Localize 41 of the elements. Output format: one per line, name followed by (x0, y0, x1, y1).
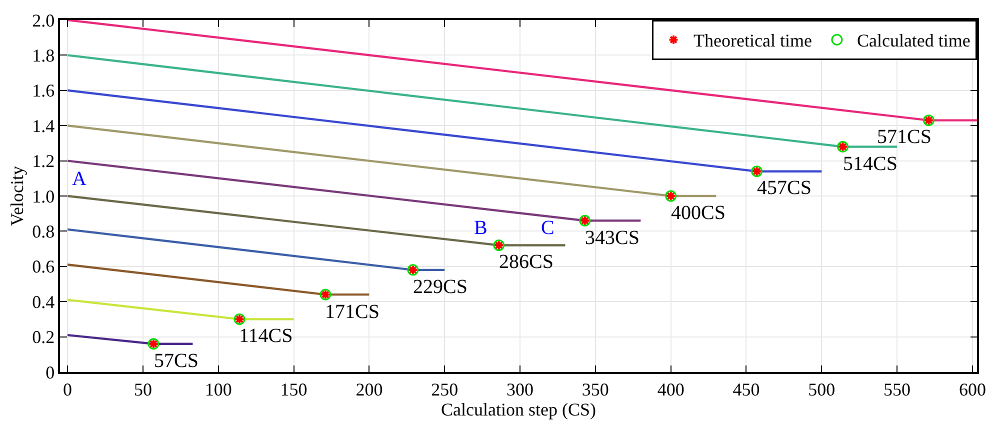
x-tick-label: 100 (204, 379, 232, 400)
x-tick-label: 200 (356, 379, 383, 400)
annotation: 400CS (671, 202, 726, 224)
x-tick-label: 450 (732, 379, 760, 400)
annotation: 114CS (239, 325, 293, 347)
x-tick-label: 500 (808, 379, 836, 400)
y-tick-label: 0.4 (32, 292, 55, 312)
y-tick-label: 1.8 (32, 46, 55, 66)
y-tick-label: 0.8 (32, 222, 55, 242)
x-tick-label: 350 (582, 379, 609, 400)
x-axis-title: Calculation step (CS) (441, 399, 596, 420)
y-tick-label: 0.2 (32, 327, 55, 348)
legend-label: Theoretical time (694, 30, 812, 51)
annotation: 514CS (843, 153, 898, 175)
annotation: 286CS (499, 251, 554, 273)
annotation: 57CS (154, 350, 198, 372)
x-tick-label: 0 (63, 379, 72, 400)
x-tick-label: 50 (134, 379, 152, 400)
x-tick-label: 400 (657, 379, 684, 400)
y-tick-label: 0 (46, 362, 55, 382)
annotation: 571CS (877, 126, 932, 148)
annotation: 229CS (413, 276, 468, 298)
x-tick-label: 600 (958, 379, 986, 400)
annotation: A (72, 168, 87, 190)
annotation: B (474, 217, 488, 239)
x-tick-label: 550 (884, 379, 911, 400)
x-tick-label: 300 (506, 379, 534, 400)
annotation: C (541, 217, 554, 239)
y-tick-label: 1.4 (32, 116, 55, 136)
y-tick-label: 1.6 (32, 80, 55, 101)
annotation: 457CS (757, 177, 812, 199)
y-tick-label: 2.0 (32, 10, 55, 30)
y-axis-title: Velocity (6, 166, 27, 226)
annotation: 171CS (325, 301, 380, 323)
x-tick-label: 250 (431, 379, 458, 400)
y-tick-label: 1.0 (32, 186, 55, 206)
y-tick-label: 1.2 (32, 151, 55, 172)
legend-label: Calculated time (856, 30, 970, 51)
y-tick-label: 0.6 (32, 256, 55, 277)
x-tick-label: 150 (280, 379, 308, 400)
annotation: 343CS (585, 227, 640, 249)
